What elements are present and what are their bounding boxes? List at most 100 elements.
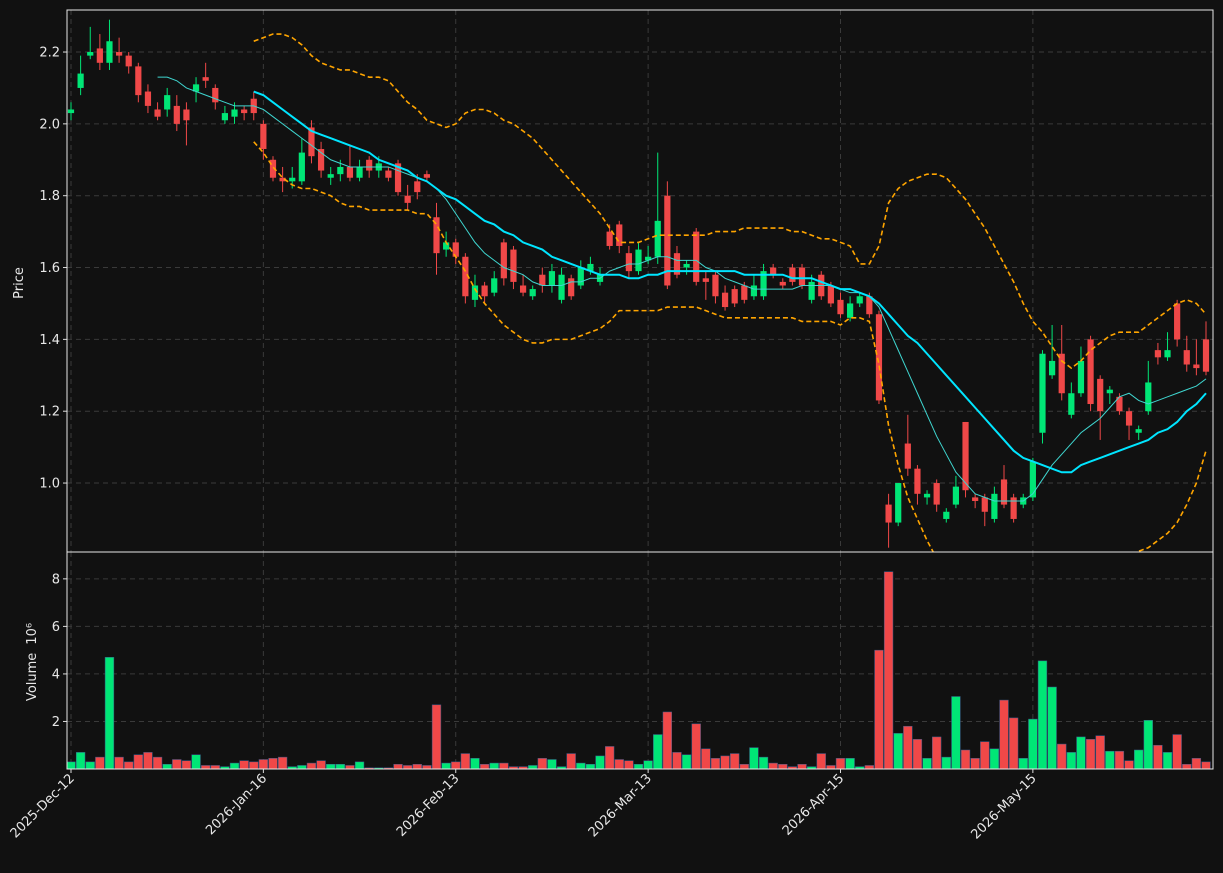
volume-bar <box>403 765 413 769</box>
candle-body <box>875 314 883 401</box>
candle-body <box>452 242 459 257</box>
volume-bar <box>345 765 355 769</box>
volume-offset: 10⁶ <box>25 623 40 645</box>
volume-bar <box>720 755 730 769</box>
volume-bar <box>922 758 932 769</box>
volume-bar <box>835 758 846 769</box>
volume-bar <box>1076 736 1086 769</box>
y-tick-label: 6 <box>52 620 60 635</box>
y-tick-label: 1.4 <box>39 333 60 348</box>
volume-bar <box>210 765 220 769</box>
candle-body <box>1068 393 1075 415</box>
volume-bar <box>191 754 201 769</box>
volume-bar <box>528 765 538 769</box>
candle-body <box>385 170 392 178</box>
volume-bar <box>710 758 721 769</box>
candle-body <box>885 504 892 523</box>
volume-bar <box>653 734 663 769</box>
volume-bar <box>229 762 240 769</box>
candle-body <box>462 256 469 297</box>
volume-bar <box>816 753 826 769</box>
volume-bar <box>249 761 259 769</box>
volume-bar <box>85 761 95 769</box>
volume-bar <box>75 752 86 769</box>
candle-body <box>741 285 748 300</box>
volume-bar <box>970 758 980 769</box>
candle-body <box>673 253 681 275</box>
volume-bar <box>297 765 307 769</box>
candle-body <box>202 77 209 81</box>
y-tick-label: 1.8 <box>39 189 60 204</box>
volume-bar <box>1057 743 1067 769</box>
candle-body <box>443 242 450 250</box>
candle-body <box>981 497 988 512</box>
candle-body <box>654 220 661 257</box>
candle-body <box>635 249 642 272</box>
volume-bar <box>547 759 557 769</box>
volume-bar <box>1143 720 1153 769</box>
candle-body <box>212 87 219 103</box>
volume-bar <box>893 733 903 769</box>
volume-bar <box>1172 734 1182 769</box>
candle-body <box>327 174 334 178</box>
candle-body <box>616 224 623 246</box>
candle-body <box>67 109 75 114</box>
volume-bar <box>422 765 432 769</box>
candle-body <box>1058 353 1065 394</box>
volume-panel <box>67 552 1213 769</box>
volume-bar <box>95 756 105 769</box>
candle-body <box>289 177 296 182</box>
candle-body <box>298 152 305 182</box>
volume-bar <box>335 763 345 769</box>
volume-bar <box>941 756 951 769</box>
price-panel <box>67 10 1213 552</box>
volume-bar <box>537 758 547 769</box>
volume-bar <box>431 704 442 769</box>
volume-bar <box>691 723 701 769</box>
volume-bar <box>643 760 653 769</box>
candle-body <box>972 497 979 501</box>
candle-body <box>962 421 969 491</box>
candle-body <box>606 231 613 246</box>
candle-body <box>510 249 517 282</box>
y-tick-label: 2 <box>52 715 60 730</box>
candle-body <box>1154 350 1162 358</box>
candle-body <box>645 256 652 261</box>
volume-bar <box>162 763 172 769</box>
candle-body <box>1183 350 1190 365</box>
volume-bar <box>951 696 961 769</box>
candle-body <box>394 163 402 193</box>
volume-bar <box>960 749 971 769</box>
y-tick-label: 1.0 <box>39 477 60 492</box>
candle-body <box>87 52 94 56</box>
volume-bar <box>864 765 874 769</box>
volume-bar <box>124 761 134 769</box>
volume-bar <box>1095 735 1105 769</box>
volume-bar <box>758 756 769 769</box>
volume-bar <box>701 748 711 769</box>
volume-bar <box>1191 758 1202 769</box>
indicator-line <box>253 33 1207 370</box>
candle-body <box>923 493 931 498</box>
candle-body <box>683 263 690 268</box>
volume-bar <box>768 762 778 769</box>
candle-body <box>1106 389 1113 394</box>
y-tick-label: 1.6 <box>39 261 60 276</box>
volume-bar <box>460 753 471 769</box>
volume-bar <box>1124 760 1134 769</box>
volume-bar <box>604 746 615 769</box>
candle-body <box>164 95 171 110</box>
volume-bar <box>306 762 317 769</box>
volume-bar <box>556 766 567 769</box>
candle-body <box>712 274 719 297</box>
volume-bar <box>114 756 124 769</box>
volume-bar <box>258 759 269 769</box>
volume-bar <box>633 763 644 769</box>
candle-body <box>625 253 632 272</box>
candle-body <box>952 486 960 505</box>
volume-bar <box>614 759 624 769</box>
candle-body <box>414 181 421 193</box>
candle-body <box>539 274 546 286</box>
y-tick-label: 1.2 <box>39 405 60 420</box>
candle-body <box>1077 360 1085 394</box>
